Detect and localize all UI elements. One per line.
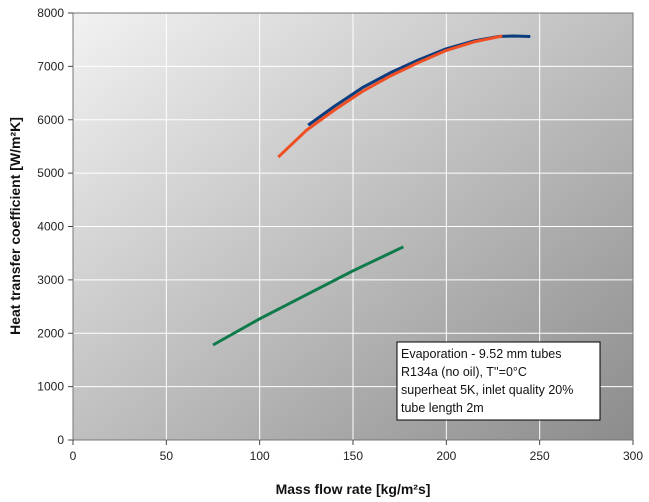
- series-layer: [212, 34, 531, 347]
- y-tick-label: 7000: [37, 59, 64, 73]
- annotation-line: Evaporation - 9.52 mm tubes: [401, 347, 562, 361]
- annotation-line: superheat 5K, inlet quality 20%: [401, 383, 573, 397]
- x-tick-label: 300: [623, 449, 643, 463]
- series-line-1: [307, 34, 531, 127]
- y-tick-label: 0: [57, 433, 64, 447]
- x-tick-label: 200: [436, 449, 456, 463]
- x-axis-title: Mass flow rate [kg/m²s]: [276, 481, 431, 497]
- y-tick-label: 4000: [37, 220, 64, 234]
- y-tick-label: 2000: [37, 326, 64, 340]
- annotation-line: tube length 2m: [401, 401, 484, 415]
- y-tick-label: 6000: [37, 113, 64, 127]
- annotation-line: R134a (no oil), T''=0°C: [401, 365, 527, 379]
- annotation-box: Evaporation - 9.52 mm tubes R134a (no oi…: [396, 341, 601, 421]
- x-tick-label: 0: [70, 449, 77, 463]
- y-tick-label: 8000: [37, 6, 64, 20]
- x-tick-label: 250: [530, 449, 550, 463]
- y-axis-title: Heat transfer coefficient [W/m²K]: [7, 117, 23, 335]
- y-tick-label: 3000: [37, 273, 64, 287]
- series-line-3: [212, 245, 405, 347]
- y-tick-label: 5000: [37, 166, 64, 180]
- y-tick-label: 1000: [37, 380, 64, 394]
- x-tick-label: 50: [160, 449, 174, 463]
- x-tick-label: 150: [343, 449, 363, 463]
- y-axis-ticks: 0 1000 2000 3000 4000 5000 6000 7000 8000: [37, 6, 73, 447]
- grid: [72, 12, 634, 441]
- x-axis-ticks: 0 50 100 150 200 250 300: [70, 440, 643, 463]
- x-tick-label: 100: [250, 449, 270, 463]
- series-line-2: [277, 34, 503, 159]
